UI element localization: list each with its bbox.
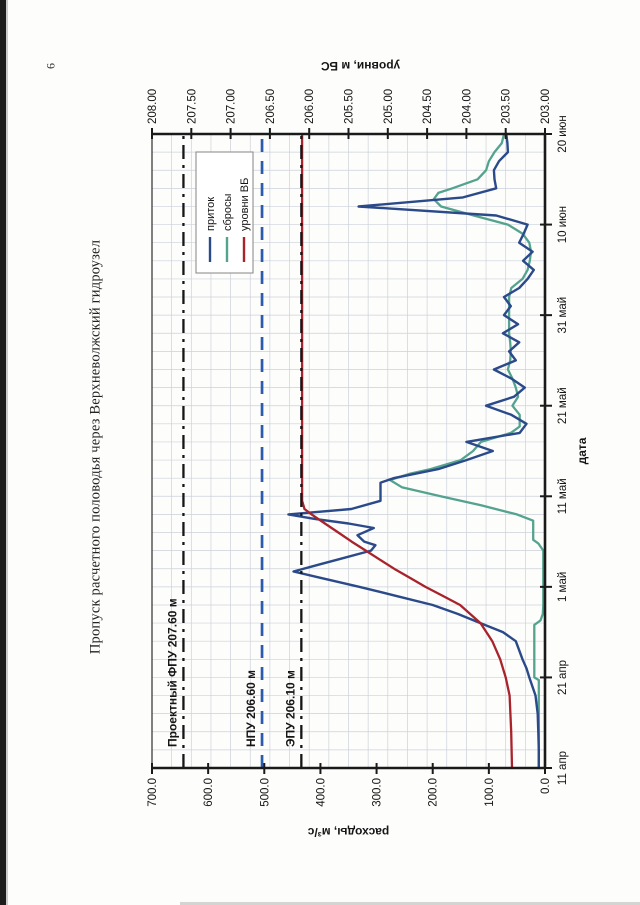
date-tick-label: 11 апр [557,751,569,785]
right-tick-label: 206.50 [265,89,277,124]
right-tick-label: 205.50 [344,89,356,124]
left-tick-label: 400.0 [315,778,327,807]
left-tick-label: 600.0 [203,778,215,807]
series-line-1 [287,132,540,770]
right-tick-label: 205.00 [383,89,395,124]
reference-line-label-2: НПУ 206.60 м [244,670,258,747]
reference-line-label-3: ЭПУ 206.10 м [283,670,297,747]
date-tick-label: 20 июн [557,115,569,152]
right-tick-label: 206.00 [304,89,316,124]
left-tick-label: 700.0 [147,778,159,807]
right-tick-label: 203.00 [540,89,552,124]
date-tick-label: 31 май [557,297,569,334]
tick-labels: 700.0 600.0 500.0 400.0 300.0 200.0 100.0 0.0 20… [147,89,569,807]
date-tick-label: 21 апр [557,660,569,695]
axis-titles: расходы, м³/с уровни, м БС дата [307,59,589,839]
right-tick-label: 207.50 [186,89,198,124]
right-tick-label: 207.00 [226,89,238,124]
left-tick-label: 300.0 [372,778,384,807]
right-axis-title: уровни, м БС [321,59,401,73]
legend-entry-label: приток [205,197,217,231]
scan-edge-shadow [0,0,8,905]
date-axis-title: дата [575,437,589,464]
left-tick-label: 0.0 [540,778,552,794]
date-tick-label: 11 май [557,478,569,514]
scan-edge-bottom [180,902,640,905]
left-axis-title: расходы, м³/с [307,825,389,839]
reference-line-label-1: Проектный ФПУ 207.60 м [165,598,179,747]
right-tick-label: 204.00 [461,89,473,124]
date-tick-label: 1 май [557,572,569,602]
date-tick-label: 10 июн [557,206,569,243]
legend-box: приток сбросы уровни ВБ [195,151,254,274]
right-tick-label: 203.50 [501,89,513,124]
right-tick-label: 204.50 [422,89,434,124]
left-tick-label: 200.0 [428,778,440,807]
gridlines [152,134,545,768]
date-tick-label: 21 май [557,387,569,424]
left-tick-label: 500.0 [259,778,271,807]
axis-ticks [151,128,552,774]
series-line-3 [300,132,514,770]
right-tick-label: 208.00 [147,89,159,124]
series-line-2 [388,132,545,770]
rotated-chart-group: Проектный ФПУ 207.60 м НПУ 206.60 м ЭПУ 20… [147,59,589,839]
legend-entry-label: уровни ВБ [239,178,251,231]
legend-entry-label: сбросы [222,193,234,231]
left-tick-label: 100.0 [484,778,496,807]
